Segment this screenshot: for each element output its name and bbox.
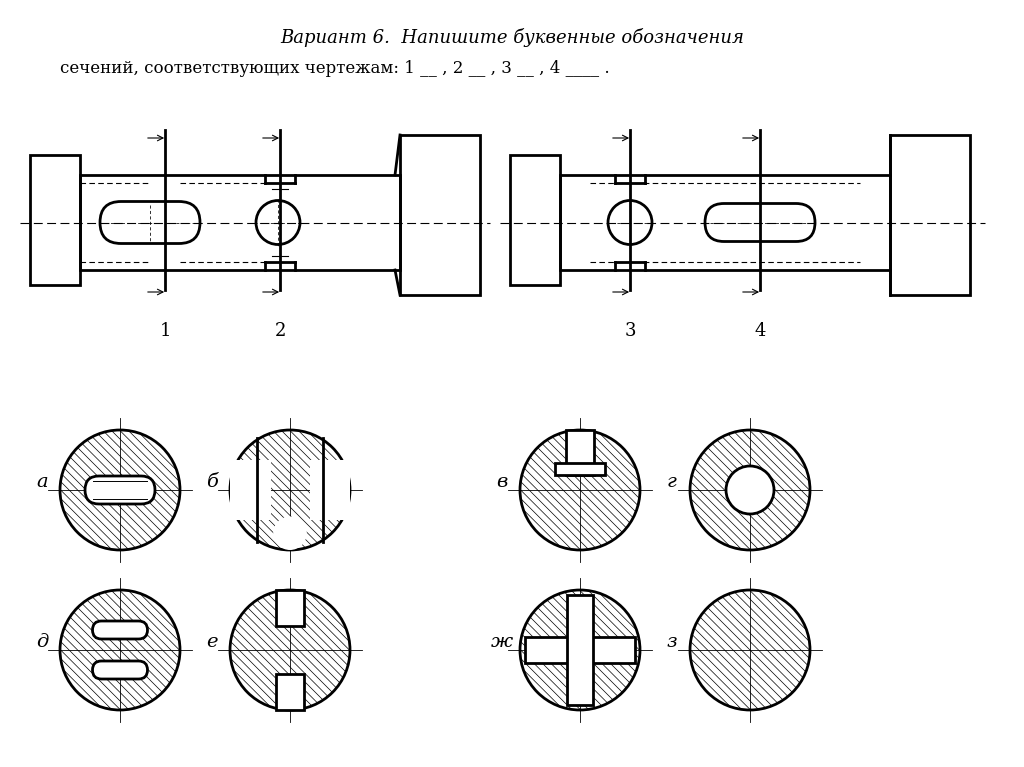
Text: б: б [206, 473, 218, 491]
Text: е: е [206, 633, 218, 651]
Bar [276, 590, 304, 626]
Bar [230, 460, 270, 520]
Text: сечений, соответствующих чертежам: 1 __ , 2 __ , 3 __ , 4 ____ .: сечений, соответствующих чертежам: 1 __ … [60, 60, 609, 77]
Bar [566, 430, 594, 475]
FancyBboxPatch shape [92, 661, 147, 679]
Text: Вариант 6.  Напишите буквенные обозначения: Вариант 6. Напишите буквенные обозначени… [280, 28, 744, 47]
Bar [30, 155, 80, 285]
Text: 4: 4 [755, 322, 766, 340]
FancyBboxPatch shape [85, 476, 155, 504]
Text: ж: ж [490, 633, 513, 651]
Bar [309, 460, 350, 520]
Text: г: г [667, 473, 677, 491]
Bar [276, 674, 304, 710]
Bar [890, 135, 970, 295]
Bar [510, 155, 560, 285]
Text: з: з [667, 633, 677, 651]
Text: в: в [497, 473, 508, 491]
FancyBboxPatch shape [92, 621, 147, 639]
Bar [555, 463, 605, 475]
Bar [525, 637, 635, 663]
Circle shape [726, 466, 774, 514]
Text: д: д [36, 633, 48, 651]
Text: а: а [36, 473, 48, 491]
Bar [567, 595, 593, 705]
Text: 3: 3 [625, 322, 636, 340]
Bar [400, 135, 480, 295]
Bar [560, 175, 890, 270]
Circle shape [273, 516, 307, 550]
Bar [80, 175, 400, 270]
Text: 2: 2 [274, 322, 286, 340]
Text: 1: 1 [160, 322, 171, 340]
